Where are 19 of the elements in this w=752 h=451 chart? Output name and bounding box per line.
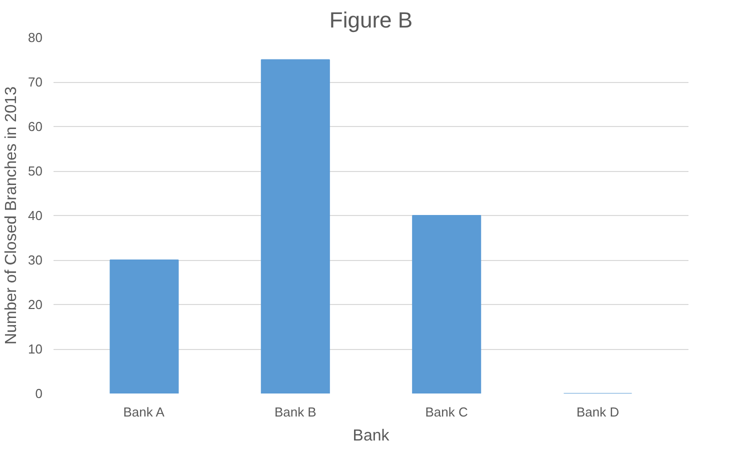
x-tick-label: Bank D bbox=[576, 404, 620, 420]
y-tick-label: 60 bbox=[28, 119, 43, 134]
x-tick-label: Bank B bbox=[274, 404, 316, 420]
y-tick-label: 40 bbox=[28, 208, 43, 223]
y-tick-label: 80 bbox=[28, 30, 43, 45]
chart-title: Figure B bbox=[329, 8, 413, 32]
x-axis-title: Bank bbox=[352, 428, 390, 444]
y-tick-label: 30 bbox=[28, 252, 43, 268]
x-tick-label: Bank C bbox=[425, 404, 468, 420]
bar bbox=[412, 215, 482, 394]
y-tick-label: 10 bbox=[28, 342, 43, 356]
x-tick-label: Bank A bbox=[123, 404, 165, 420]
y-tick-label: 70 bbox=[28, 74, 43, 90]
y-axis-title: Number of Closed Branches in 2013 bbox=[3, 86, 20, 344]
y-tick-label: 0 bbox=[35, 386, 43, 401]
bar bbox=[110, 260, 179, 394]
bar bbox=[260, 59, 330, 394]
y-tick-label: 50 bbox=[28, 164, 43, 178]
y-tick-label: 20 bbox=[28, 297, 43, 312]
